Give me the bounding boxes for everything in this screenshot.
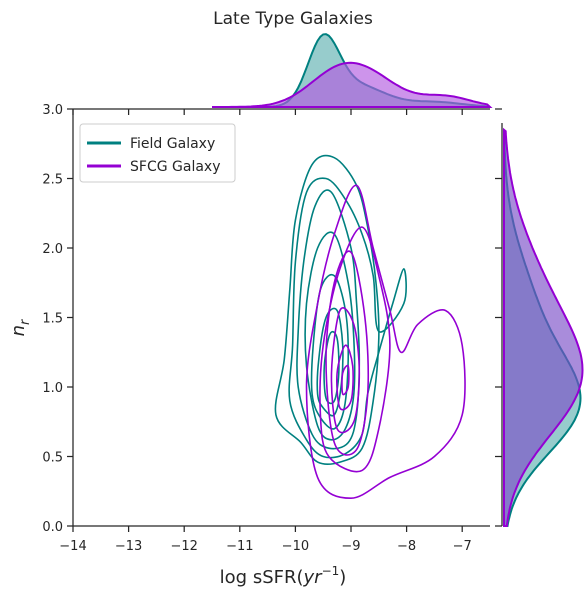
x-tick-label: −14 <box>59 539 86 554</box>
y-tick-label: 1.5 <box>42 312 63 327</box>
field-contour-3 <box>296 189 361 450</box>
sfcg-contour-3 <box>325 250 370 456</box>
legend: Field Galaxy SFCG Galaxy <box>79 123 236 183</box>
x-tick-label: −7 <box>453 539 472 554</box>
field-contour-5 <box>310 274 350 430</box>
sfcg-contour-1 <box>305 184 466 500</box>
axes: −14 −13 −12 −11 −10 −9 −8 −7 0.0 0.5 1.0 1.5 2.0 2.5 3… <box>42 103 503 554</box>
x-tick-label: −8 <box>397 539 416 554</box>
sfcg-contour-4 <box>330 306 361 434</box>
field-contour-7 <box>323 330 340 405</box>
x-tick-label: −10 <box>282 539 309 554</box>
sfcg-contour-5 <box>336 344 354 411</box>
field-contour-1 <box>274 154 380 465</box>
field-contour-4 <box>304 231 356 441</box>
y-tick-label: 2.5 <box>42 173 63 188</box>
y-tick-label: 3.0 <box>42 103 63 118</box>
x-tick-label: −11 <box>226 539 253 554</box>
y-axis-title: nr <box>8 318 33 336</box>
field-contour-6 <box>316 307 344 417</box>
legend-label-sfcg: SFCG Galaxy <box>130 159 220 175</box>
right-density-sfcg <box>503 127 584 527</box>
kde-contours <box>274 154 466 500</box>
y-tick-label: 1.0 <box>42 381 63 396</box>
y-tick-label: 0.5 <box>42 451 63 466</box>
x-tick-label: −12 <box>170 539 197 554</box>
x-axis-title: log sSFR(yr−1) <box>220 564 347 588</box>
x-tick-label: −9 <box>341 539 360 554</box>
x-tick-label: −13 <box>115 539 142 554</box>
chart-title: Late Type Galaxies <box>213 9 373 29</box>
top-marginal-density <box>212 33 493 108</box>
top-density-sfcg <box>212 61 493 108</box>
sfcg-contour-2 <box>319 226 391 473</box>
y-tick-label: 0.0 <box>42 520 63 535</box>
right-marginal-density <box>503 127 584 527</box>
legend-label-field: Field Galaxy <box>130 136 215 152</box>
sfcg-contour-6 <box>341 364 350 396</box>
y-tick-label: 2.0 <box>42 242 63 257</box>
